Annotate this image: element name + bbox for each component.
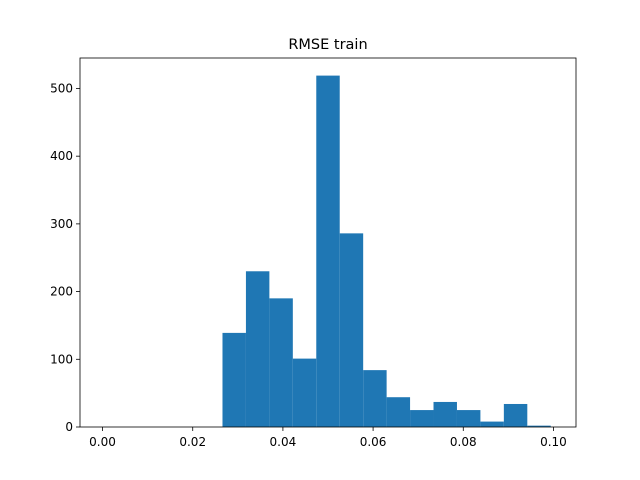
y-axis: 0 100 200 300 400 500 (50, 81, 80, 434)
chart-title: RMSE train (288, 37, 367, 53)
x-tick-label: 0.04 (270, 435, 297, 449)
x-tick-label: 0.08 (450, 435, 477, 449)
histogram-bar (316, 75, 340, 427)
y-tick-label: 200 (50, 285, 73, 299)
histogram-bar (527, 425, 551, 427)
histogram-bar (363, 370, 387, 427)
y-tick-label: 500 (50, 81, 73, 95)
histogram-bar (410, 410, 434, 427)
x-axis: 0.00 0.02 0.04 0.06 0.08 0.10 (89, 427, 567, 449)
x-tick-label: 0.06 (360, 435, 387, 449)
histogram-bar (456, 410, 481, 427)
y-tick-label: 100 (50, 352, 73, 366)
plot-frame (79, 57, 577, 428)
histogram-bar (339, 233, 364, 427)
y-tick-label: 300 (50, 217, 73, 231)
x-tick-label: 0.00 (89, 435, 116, 449)
histogram-bar (245, 271, 270, 427)
histogram-bar (503, 403, 528, 427)
histogram-bar (480, 421, 504, 427)
x-tick-label: 0.10 (540, 435, 567, 449)
y-tick-label: 400 (50, 149, 73, 163)
histogram-bars (222, 75, 551, 427)
histogram-bar (292, 358, 317, 427)
histogram-bar (433, 401, 457, 427)
histogram-bar (222, 332, 246, 427)
x-tick-label: 0.02 (179, 435, 206, 449)
histogram-bar (269, 298, 293, 427)
histogram-bar (386, 397, 411, 427)
y-tick-label: 0 (65, 420, 73, 434)
